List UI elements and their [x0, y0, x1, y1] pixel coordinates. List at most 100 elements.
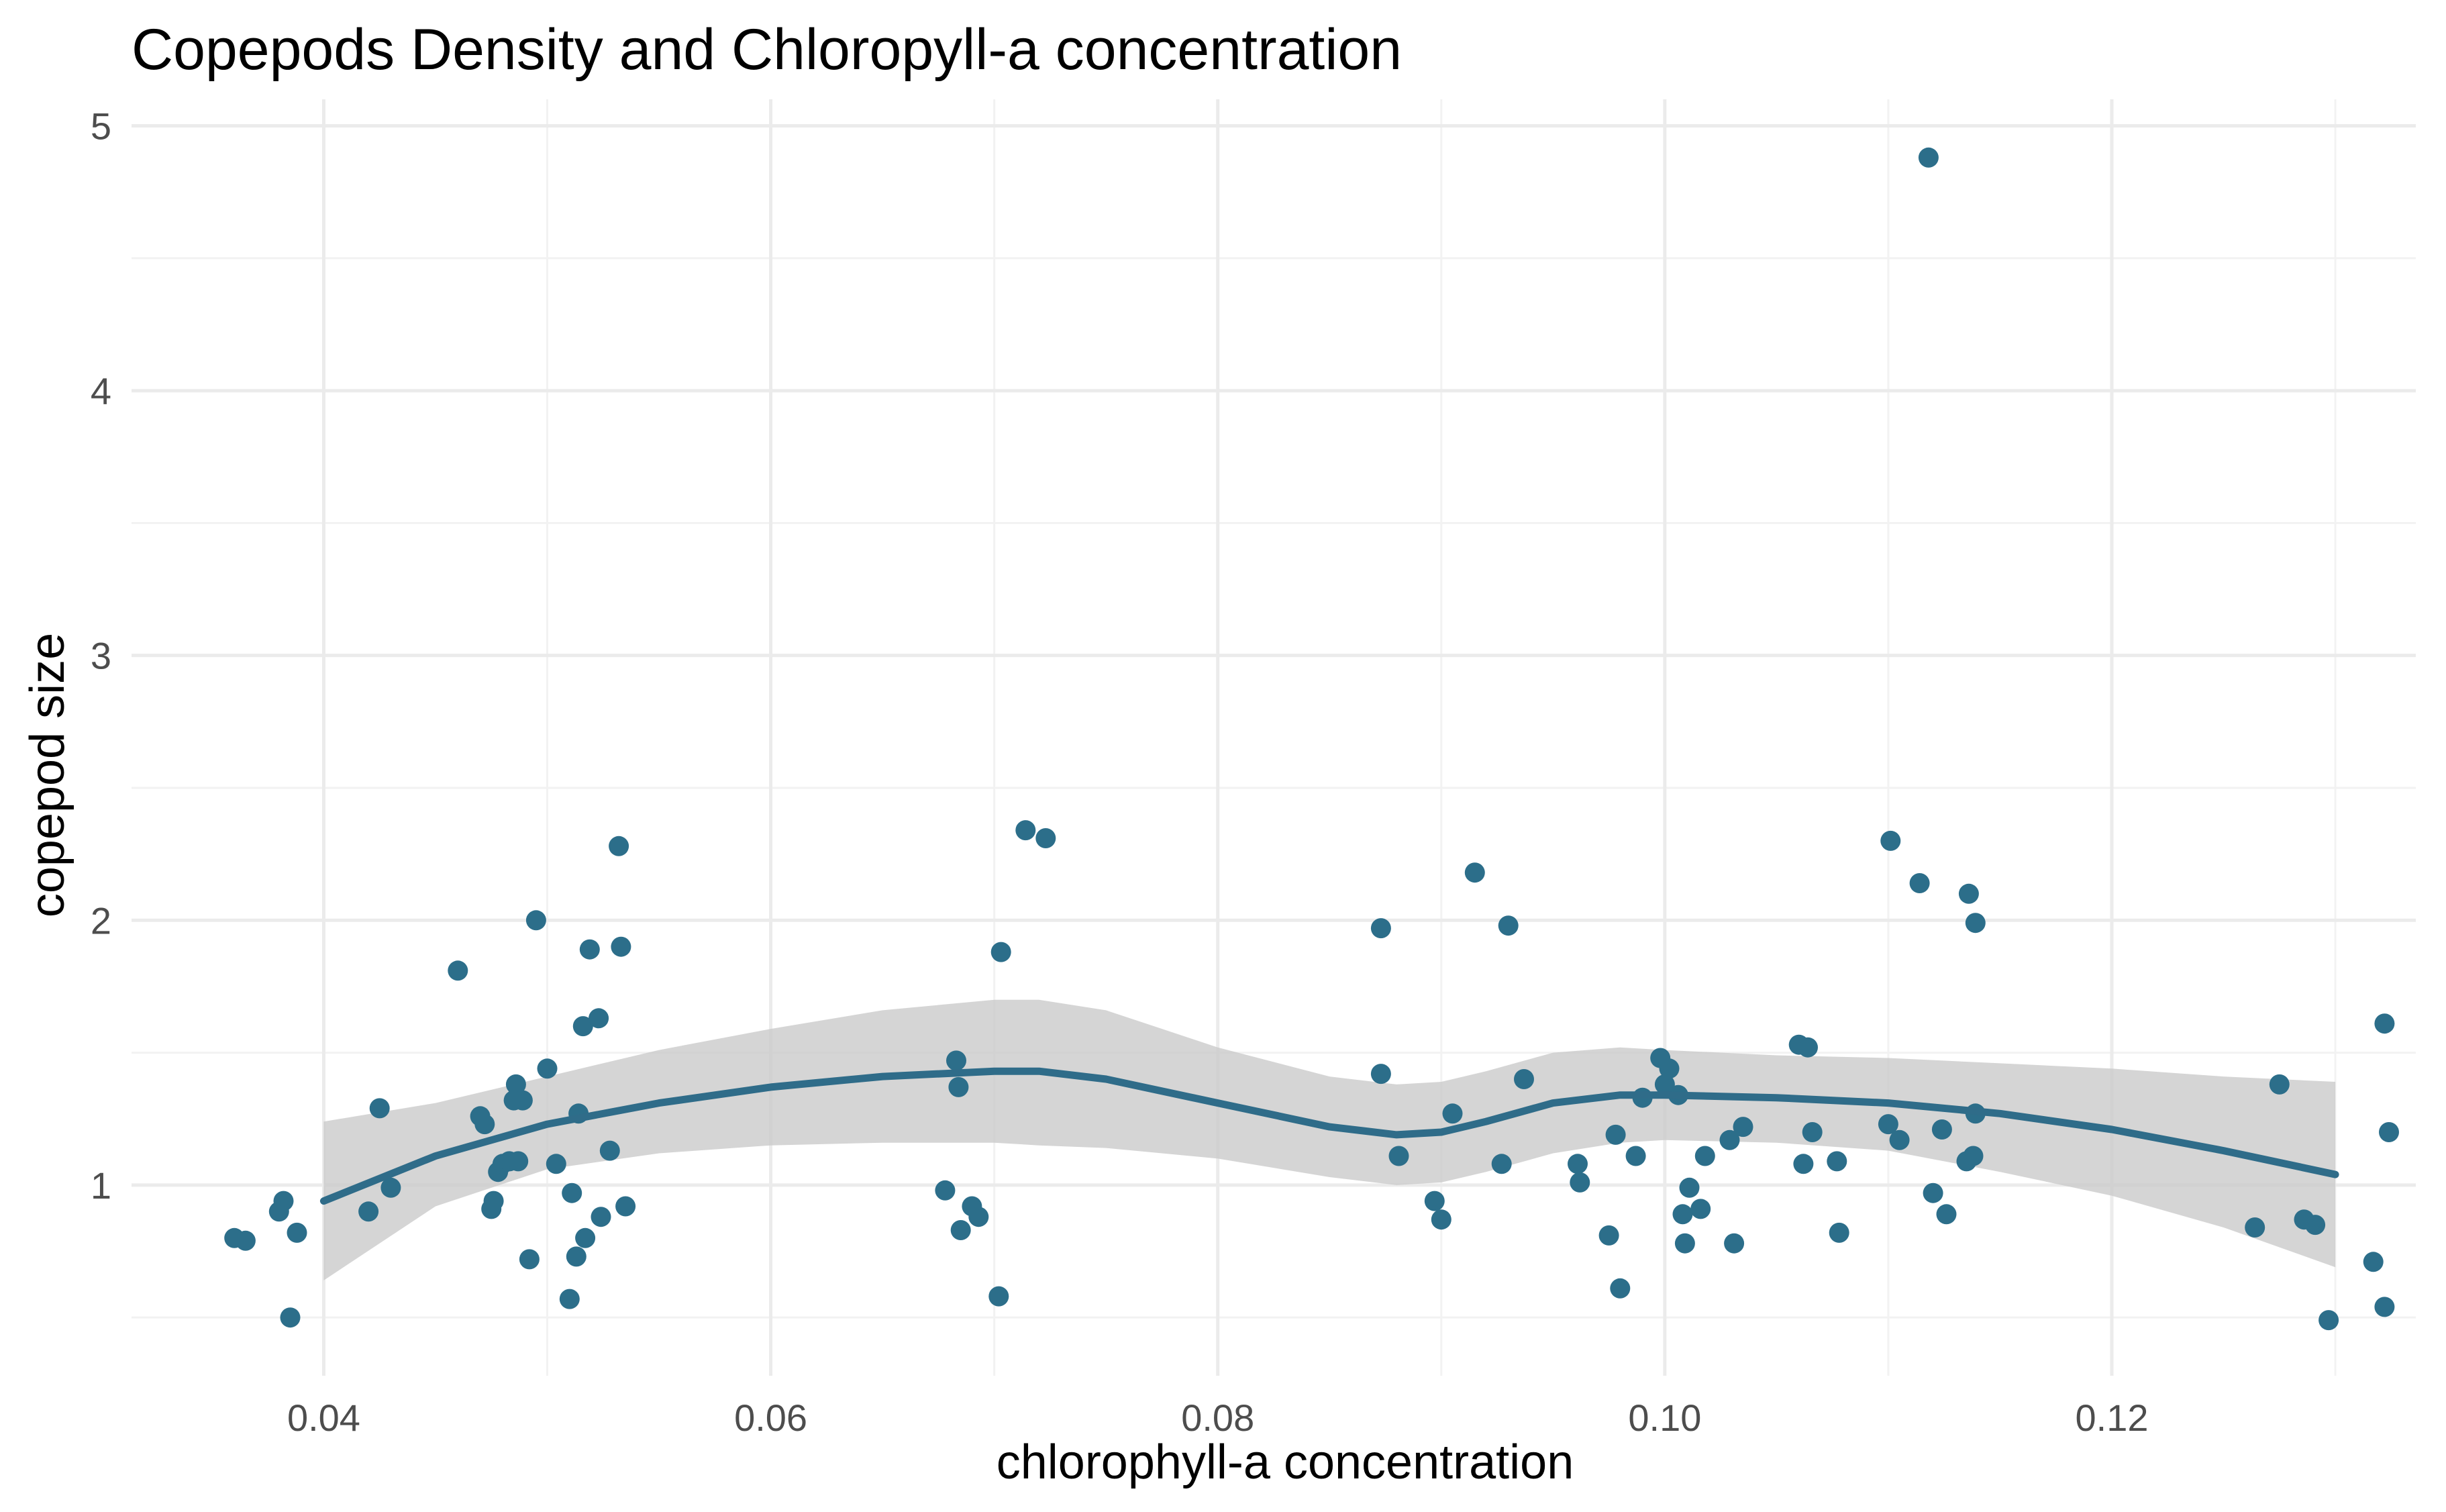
- data-point: [512, 1090, 533, 1111]
- data-point: [988, 1286, 1009, 1307]
- data-point: [1491, 1154, 1512, 1174]
- data-point: [1514, 1069, 1534, 1089]
- data-point: [1605, 1124, 1626, 1145]
- x-tick-label: 0.06: [734, 1397, 807, 1439]
- data-point: [1674, 1233, 1695, 1254]
- data-point: [1388, 1146, 1409, 1166]
- data-point: [2245, 1217, 2265, 1238]
- data-point: [1829, 1222, 1849, 1243]
- data-point: [1015, 820, 1036, 841]
- data-point: [2269, 1074, 2290, 1095]
- data-point: [1724, 1233, 1745, 1254]
- y-tick-label: 4: [91, 370, 111, 412]
- y-tick-label: 2: [91, 899, 111, 942]
- data-point: [1909, 873, 1930, 893]
- data-point: [508, 1151, 529, 1172]
- data-point: [2318, 1310, 2339, 1331]
- data-point: [1923, 1182, 1943, 1203]
- y-tick-label: 3: [91, 635, 111, 677]
- x-tick-label: 0.12: [2076, 1397, 2149, 1439]
- data-point: [1431, 1209, 1451, 1230]
- data-point: [1878, 1114, 1898, 1135]
- data-point: [935, 1180, 956, 1201]
- data-point: [1793, 1154, 1814, 1174]
- data-point: [1035, 828, 1056, 848]
- data-point: [1498, 915, 1519, 936]
- data-point: [235, 1230, 256, 1251]
- data-point: [358, 1201, 379, 1222]
- data-point: [579, 939, 600, 960]
- smooth-line: [319, 1067, 2339, 1205]
- data-point: [2379, 1122, 2399, 1142]
- x-axis-ticks: 0.04 0.06 0.08 0.10 0.12: [287, 1397, 2149, 1439]
- data-point: [1880, 830, 1901, 851]
- data-point: [519, 1249, 540, 1270]
- data-point: [1679, 1177, 1700, 1198]
- data-point: [280, 1307, 301, 1328]
- data-point: [1802, 1122, 1823, 1142]
- data-point: [599, 1140, 620, 1161]
- data-point: [2374, 1297, 2395, 1317]
- data-point: [1963, 1146, 1984, 1166]
- data-point: [369, 1098, 390, 1119]
- data-point: [1659, 1058, 1680, 1079]
- data-point: [1424, 1191, 1445, 1211]
- minor-grid: [132, 99, 2416, 1376]
- data-point: [1598, 1225, 1619, 1246]
- x-tick-label: 0.08: [1181, 1397, 1254, 1439]
- data-point: [1654, 1074, 1675, 1095]
- data-point: [1464, 862, 1485, 883]
- data-point: [1719, 1129, 1740, 1150]
- data-point: [990, 942, 1011, 962]
- data-point: [537, 1058, 558, 1079]
- data-point: [1733, 1117, 1753, 1138]
- y-tick-label: 1: [91, 1164, 111, 1207]
- data-point: [968, 1207, 989, 1227]
- data-point: [1568, 1154, 1588, 1174]
- data-point: [287, 1222, 307, 1243]
- data-point: [615, 1196, 636, 1217]
- data-point: [950, 1220, 971, 1240]
- data-point: [559, 1289, 580, 1309]
- data-points: [224, 147, 2399, 1331]
- data-point: [575, 1227, 596, 1248]
- data-point: [448, 960, 468, 981]
- data-point: [609, 836, 629, 856]
- data-point: [505, 1074, 526, 1095]
- data-point: [1370, 918, 1391, 939]
- data-point: [946, 1050, 966, 1071]
- data-point: [1931, 1119, 1952, 1140]
- data-point: [1625, 1146, 1646, 1166]
- data-point: [1442, 1103, 1463, 1124]
- x-axis-title: chlorophyll-a concentration: [997, 1435, 1574, 1489]
- data-point: [1827, 1151, 1847, 1172]
- data-point: [380, 1177, 401, 1198]
- data-point: [1570, 1172, 1590, 1193]
- x-tick-label: 0.10: [1628, 1397, 1701, 1439]
- data-point: [1690, 1199, 1711, 1219]
- data-point: [1694, 1146, 1715, 1166]
- data-point: [611, 936, 631, 957]
- data-point: [566, 1246, 587, 1267]
- data-point: [1672, 1204, 1693, 1225]
- data-point: [2363, 1252, 2384, 1272]
- y-tick-label: 5: [91, 105, 111, 147]
- data-point: [562, 1182, 582, 1203]
- confidence-ribbon: [323, 999, 2336, 1280]
- data-point: [2305, 1215, 2326, 1236]
- data-point: [1965, 913, 1986, 934]
- data-point: [572, 1016, 593, 1037]
- major-grid: [132, 99, 2416, 1376]
- data-point: [1370, 1064, 1391, 1085]
- data-point: [546, 1154, 566, 1174]
- y-axis-ticks: 1 2 3 4 5: [91, 105, 111, 1206]
- data-point: [483, 1191, 504, 1211]
- data-point: [1889, 1129, 1910, 1150]
- data-point: [591, 1207, 611, 1227]
- data-point: [1958, 883, 1979, 904]
- y-axis-title: copepod size: [21, 633, 74, 917]
- data-point: [273, 1191, 294, 1211]
- data-point: [2374, 1013, 2395, 1034]
